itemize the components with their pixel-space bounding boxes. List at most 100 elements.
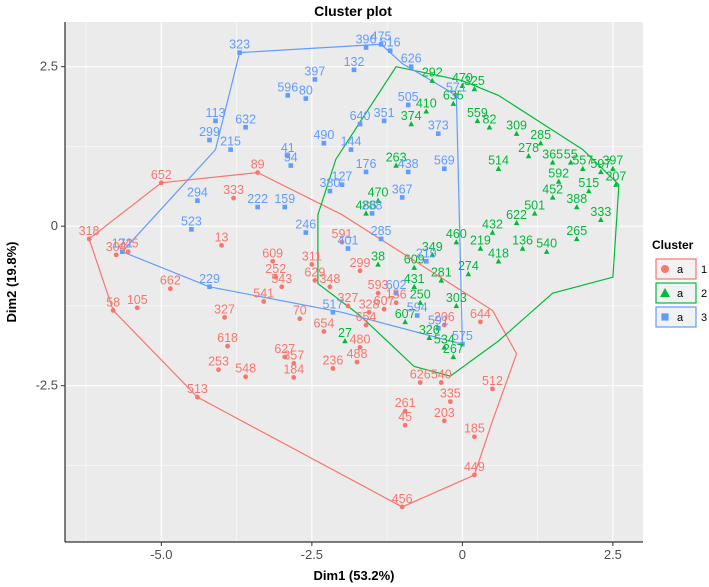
cluster-1-point	[327, 284, 333, 290]
cluster-1-point-label: 512	[482, 374, 503, 388]
cluster-1-point-label: 480	[350, 332, 371, 346]
cluster-1-point-label: 513	[187, 382, 208, 396]
cluster-1-point	[357, 344, 363, 350]
cluster-3-point-label: 397	[304, 64, 325, 78]
cluster-3-point-label: 517	[322, 297, 343, 311]
cluster-3-point	[327, 188, 333, 194]
cluster-1-point	[291, 374, 297, 380]
cluster-1-point-label: 156	[386, 288, 407, 302]
legend-entry-label: 2	[701, 288, 707, 300]
cluster-2-point	[495, 258, 502, 264]
cluster-1-point	[438, 380, 444, 385]
x-axis: -5.0 -2.5 0 2.5	[65, 541, 643, 562]
cluster-3-point	[435, 325, 441, 331]
cluster-2-point-label: 534	[434, 332, 455, 346]
cluster-3-point	[282, 204, 288, 210]
cluster-1-point	[297, 316, 303, 322]
cluster-3-point	[357, 121, 363, 127]
cluster-3-point-label: 54	[284, 151, 298, 165]
cluster-1-point	[222, 315, 227, 320]
cluster-2-point-label: 418	[488, 246, 509, 260]
cluster-3-point	[369, 211, 375, 216]
cluster-3-point	[387, 48, 393, 54]
cluster-3-point	[399, 195, 405, 200]
cluster-1-point-label: 618	[217, 331, 238, 345]
cluster-2-point	[408, 121, 414, 127]
cluster-2-point	[441, 344, 448, 350]
cluster-1-point-label: 318	[79, 224, 100, 238]
cluster-2-point	[537, 140, 544, 146]
cluster-3-point-label: 591	[428, 313, 449, 327]
cluster-2-point	[513, 130, 520, 136]
cluster-3-point	[454, 93, 459, 98]
cluster-2-point-label: 374	[401, 109, 422, 123]
cluster-1-point	[490, 386, 495, 392]
cluster-2-point	[429, 251, 436, 258]
cluster-3-hull	[121, 43, 464, 345]
cluster-2-point-label: 27	[338, 326, 352, 340]
cluster-3-point	[339, 182, 345, 187]
y-tick-label: 0	[51, 218, 58, 233]
cluster-1-point-label: 261	[395, 396, 416, 410]
cluster-1-point	[291, 360, 297, 366]
legend-label-glyph: a	[677, 264, 684, 276]
cluster-3-point-label: 144	[341, 135, 362, 149]
cluster-2-point	[459, 82, 466, 89]
cluster-1-point	[354, 359, 360, 365]
cluster-1-point-label: 629	[304, 265, 325, 279]
cluster-2-point	[598, 216, 604, 222]
cluster-1-point	[478, 319, 483, 325]
cluster-3-point	[285, 93, 291, 98]
cluster-2-point-label: 82	[483, 112, 497, 126]
cluster-3-point-label: 490	[313, 128, 334, 142]
cluster-2-point-label: 303	[446, 291, 467, 305]
cluster-3-point	[393, 290, 399, 296]
cluster-2-point	[402, 318, 408, 325]
cluster-3-point-label: 594	[407, 300, 428, 314]
cluster-3-point-label: 176	[356, 157, 377, 171]
cluster-1-point	[243, 374, 249, 380]
cluster-2-point	[426, 334, 433, 341]
cluster-2-point	[489, 229, 496, 235]
cluster-3-point-label: 373	[428, 119, 449, 133]
cluster-1-point	[134, 305, 140, 311]
cluster-3-point	[255, 204, 260, 210]
cluster-3-point-label: 127	[332, 170, 353, 184]
point-layer	[86, 42, 619, 510]
cluster-3-point-label: 172	[112, 237, 133, 251]
cluster-2-point-label: 559	[467, 106, 488, 120]
cluster-3-point-label: 626	[401, 52, 422, 66]
cluster-1-point	[216, 367, 221, 373]
cluster-2-point	[375, 261, 381, 267]
cluster-2-point	[519, 245, 526, 251]
cluster-1-point	[219, 242, 224, 248]
cluster-1-point	[158, 180, 164, 186]
cluster-3-point	[442, 166, 447, 172]
cluster-1-point-label: 13	[215, 230, 229, 244]
y-tick-label: 2.5	[40, 59, 58, 74]
cluster-2-point	[477, 245, 484, 251]
x-tick-label: 0	[459, 547, 466, 562]
cluster-3-point	[405, 102, 411, 108]
cluster-3-point-label: 246	[295, 218, 316, 232]
legend-entry-label: 1	[701, 264, 707, 276]
cluster-2-point	[579, 165, 586, 171]
y-axis: 2.5 0 -2.5	[36, 22, 66, 542]
cluster-3-point	[321, 140, 327, 146]
cluster-1-point-label: 591	[332, 227, 353, 241]
cluster-1-point	[225, 343, 230, 349]
cluster-1-point-label: 45	[398, 410, 412, 424]
cluster-3-point-label: 294	[187, 186, 208, 200]
cluster-2-point-label: 55	[564, 147, 578, 161]
grid	[65, 22, 643, 542]
cluster-1-point	[330, 366, 336, 371]
cluster-1-point-label: 184	[283, 362, 304, 376]
cluster-1-point	[231, 195, 236, 201]
cluster-3-point	[243, 124, 248, 130]
cluster-2-point	[393, 162, 399, 168]
cluster-1-point-label: 253	[208, 355, 229, 369]
cluster-2-point-label: 607	[395, 307, 416, 321]
legend-title: Cluster	[652, 238, 694, 252]
